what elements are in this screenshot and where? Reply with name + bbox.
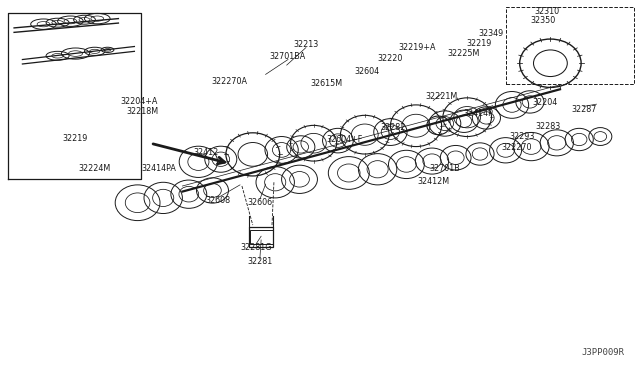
Text: J3PP009R: J3PP009R — [581, 348, 624, 357]
Text: 32287: 32287 — [571, 105, 596, 114]
Text: 32220: 32220 — [378, 54, 403, 63]
Text: 32281: 32281 — [247, 257, 273, 266]
Text: 32414PA: 32414PA — [141, 164, 176, 173]
Text: 32282: 32282 — [380, 123, 406, 132]
Text: 32281G: 32281G — [240, 243, 272, 251]
Text: 32608: 32608 — [205, 196, 230, 205]
Text: 32412: 32412 — [193, 148, 219, 157]
Text: 32604: 32604 — [355, 67, 380, 76]
Text: 32701B: 32701B — [429, 164, 460, 173]
Text: 32219+A: 32219+A — [399, 43, 436, 52]
Text: 322270: 322270 — [502, 143, 532, 152]
Text: 32224M: 32224M — [79, 164, 111, 173]
Text: 32701BA: 32701BA — [270, 52, 306, 61]
Text: 32204+A: 32204+A — [121, 97, 158, 106]
Text: 32283: 32283 — [535, 122, 561, 131]
Text: 32604+F: 32604+F — [326, 135, 362, 144]
Text: 32310: 32310 — [534, 7, 560, 16]
Text: 32225M: 32225M — [448, 49, 480, 58]
Text: 32412M: 32412M — [418, 177, 450, 186]
Text: 32219: 32219 — [63, 134, 88, 143]
Text: 32350: 32350 — [530, 16, 556, 25]
Bar — [250, 230, 273, 244]
Text: 32213: 32213 — [293, 40, 319, 49]
Bar — [249, 227, 273, 247]
Text: 32606: 32606 — [247, 198, 273, 207]
Text: 32221M: 32221M — [426, 92, 458, 101]
Text: 322270A: 322270A — [211, 77, 247, 86]
Text: 32615M: 32615M — [310, 79, 342, 88]
Text: 32218M: 32218M — [126, 107, 158, 116]
Text: 32349: 32349 — [479, 29, 504, 38]
Text: 32204: 32204 — [532, 98, 558, 107]
Text: 32219: 32219 — [466, 39, 492, 48]
Text: 32414P: 32414P — [464, 109, 493, 118]
Text: 32293: 32293 — [509, 132, 535, 141]
